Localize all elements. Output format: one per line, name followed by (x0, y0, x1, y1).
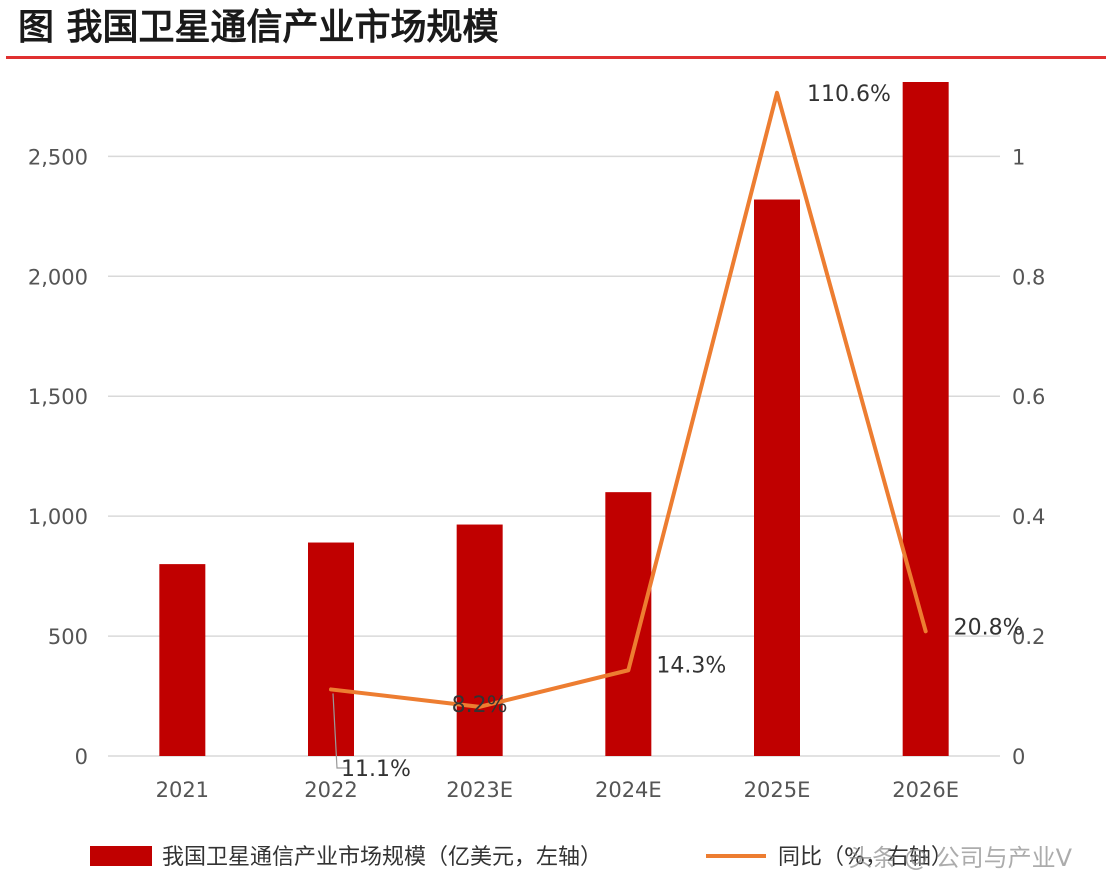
right-axis-tick-label: 1 (1012, 145, 1025, 169)
left-axis-tick-label: 2,000 (28, 265, 88, 289)
x-axis-tick-label: 2021 (156, 778, 209, 802)
data-label: 8.2% (452, 693, 508, 718)
x-axis-tick-label: 2026E (892, 778, 959, 802)
right-axis-tick-label: 0.4 (1012, 505, 1045, 529)
bar (754, 199, 800, 756)
left-axis-tick-label: 500 (48, 625, 88, 649)
legend-bar-label: 我国卫星通信产业市场规模（亿美元，左轴） (162, 845, 602, 870)
right-axis-tick-label: 0.6 (1012, 385, 1045, 409)
bar (605, 492, 652, 756)
data-label: 14.3% (656, 653, 726, 678)
x-axis-tick-label: 2025E (744, 778, 811, 802)
chart-title: 图 我国卫星通信产业市场规模 (18, 7, 499, 48)
data-label-leader (332, 693, 349, 769)
left-axis-tick-label: 0 (75, 745, 88, 769)
growth-line (329, 90, 928, 709)
legend-line-label: 同比（%，右轴） (778, 845, 953, 870)
title-underline (6, 56, 1106, 59)
data-label: 110.6% (807, 82, 891, 107)
bar (456, 524, 503, 756)
left-axis-tick-label: 1,000 (28, 505, 88, 529)
right-axis-tick-label: 0 (1012, 745, 1025, 769)
data-label: 11.1% (341, 757, 411, 782)
right-axis-tick-label: 0.2 (1012, 625, 1045, 649)
x-axis-tick-label: 2023E (446, 778, 513, 802)
data-label: 20.8% (954, 615, 1024, 640)
bar (902, 82, 949, 756)
right-axis-tick-label: 0.8 (1012, 265, 1045, 289)
x-axis-tick-label: 2024E (595, 778, 662, 802)
legend-bar-swatch (90, 846, 152, 866)
bar (308, 542, 354, 756)
left-axis-tick-label: 1,500 (28, 385, 88, 409)
x-axis-tick-label: 2022 (304, 778, 357, 802)
left-axis-tick-label: 2,500 (28, 145, 88, 169)
bar (159, 564, 206, 756)
watermark: 头条 @ 公司与产业V (848, 844, 1072, 872)
